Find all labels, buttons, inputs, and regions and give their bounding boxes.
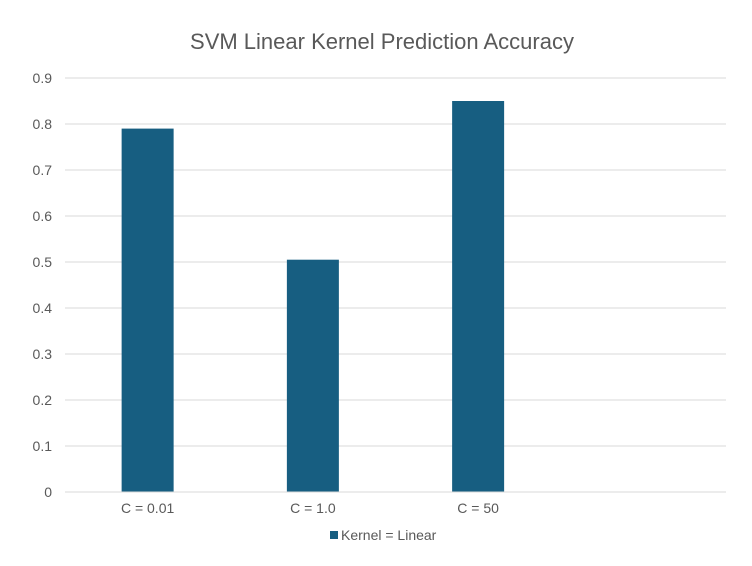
y-tick-label: 0.2 (33, 392, 53, 408)
x-tick-label: C = 1.0 (290, 500, 336, 516)
y-tick-label: 0.6 (33, 208, 53, 224)
gridlines (65, 77, 726, 447)
bar (286, 259, 339, 492)
y-tick-label: 0.3 (33, 346, 53, 362)
y-tick-label: 0.5 (33, 254, 53, 270)
y-axis-tick-labels: 0 0.1 0.2 0.3 0.4 0.5 0.6 0.7 0.8 0.9 (33, 70, 53, 500)
legend-label: Kernel = Linear (341, 527, 437, 543)
chart-title: SVM Linear Kernel Prediction Accuracy (190, 29, 574, 54)
bars (121, 101, 505, 492)
y-tick-label: 0.4 (33, 300, 53, 316)
y-tick-label: 0.1 (33, 438, 53, 454)
legend: Kernel = Linear (330, 527, 437, 543)
x-tick-label: C = 50 (457, 500, 499, 516)
bar (121, 128, 174, 492)
bar (452, 101, 505, 492)
x-tick-label: C = 0.01 (121, 500, 175, 516)
y-tick-label: 0.7 (33, 162, 53, 178)
y-tick-label: 0 (44, 484, 52, 500)
x-axis-tick-labels: C = 0.01 C = 1.0 C = 50 (121, 500, 499, 516)
legend-swatch (330, 531, 338, 539)
y-tick-label: 0.8 (33, 116, 53, 132)
y-tick-label: 0.9 (33, 70, 53, 86)
